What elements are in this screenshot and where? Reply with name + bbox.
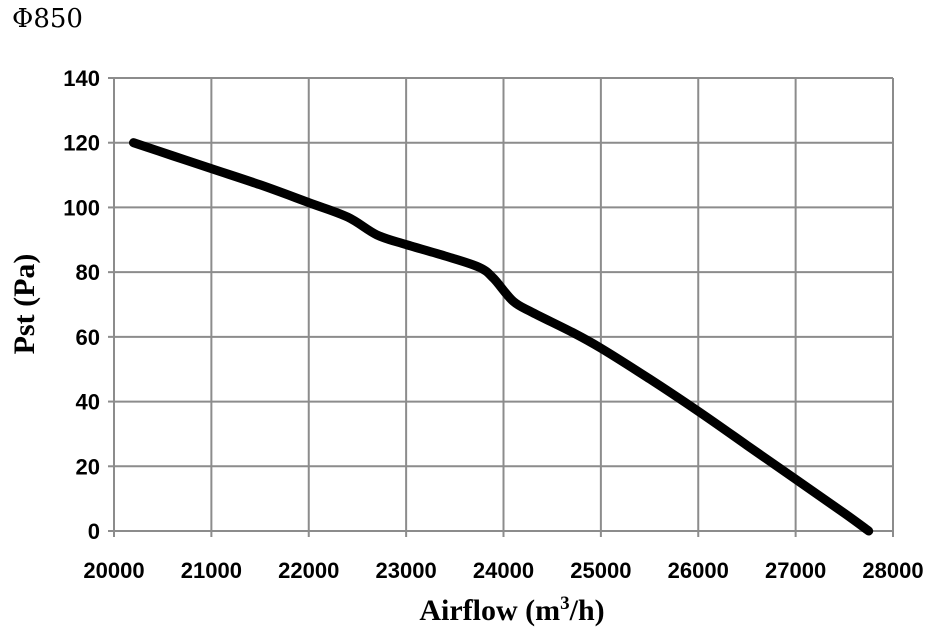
y-tick-label: 20 [76, 454, 100, 479]
y-tick-label: 60 [76, 325, 100, 350]
x-tick-label: 27000 [765, 558, 826, 583]
x-tick-label: 22000 [278, 558, 339, 583]
x-tick-label: 28000 [862, 558, 923, 583]
x-tick-label: 25000 [570, 558, 631, 583]
x-tick-label: 20000 [83, 558, 144, 583]
y-tick-label: 40 [76, 390, 100, 415]
y-tick-label: 0 [88, 519, 100, 544]
y-tick-label: 100 [63, 195, 100, 220]
grid [108, 77, 894, 537]
x-tick-label: 23000 [376, 558, 437, 583]
y-tick-label: 120 [63, 131, 100, 156]
chart-title: Φ850 [12, 4, 83, 34]
series-line [129, 138, 874, 536]
x-axis-title: Airflow (m3/h) [419, 593, 604, 627]
y-tick-label: 80 [76, 260, 100, 285]
x-axis-title-suffix: /h) [569, 594, 605, 627]
y-axis-title: Pst (Pa) [8, 254, 41, 355]
x-tick-label: 21000 [181, 558, 242, 583]
x-axis-title-main: Airflow (m [419, 594, 560, 627]
x-axis-title-sup: 3 [560, 593, 570, 614]
y-axis-ticks: 0 20 40 60 80 100 120 140 [63, 66, 100, 544]
x-tick-label: 26000 [668, 558, 729, 583]
x-tick-label: 24000 [473, 558, 534, 583]
x-axis-ticks: 20000 21000 22000 23000 24000 25000 26000 27000… [83, 558, 923, 583]
y-tick-label: 140 [63, 66, 100, 91]
